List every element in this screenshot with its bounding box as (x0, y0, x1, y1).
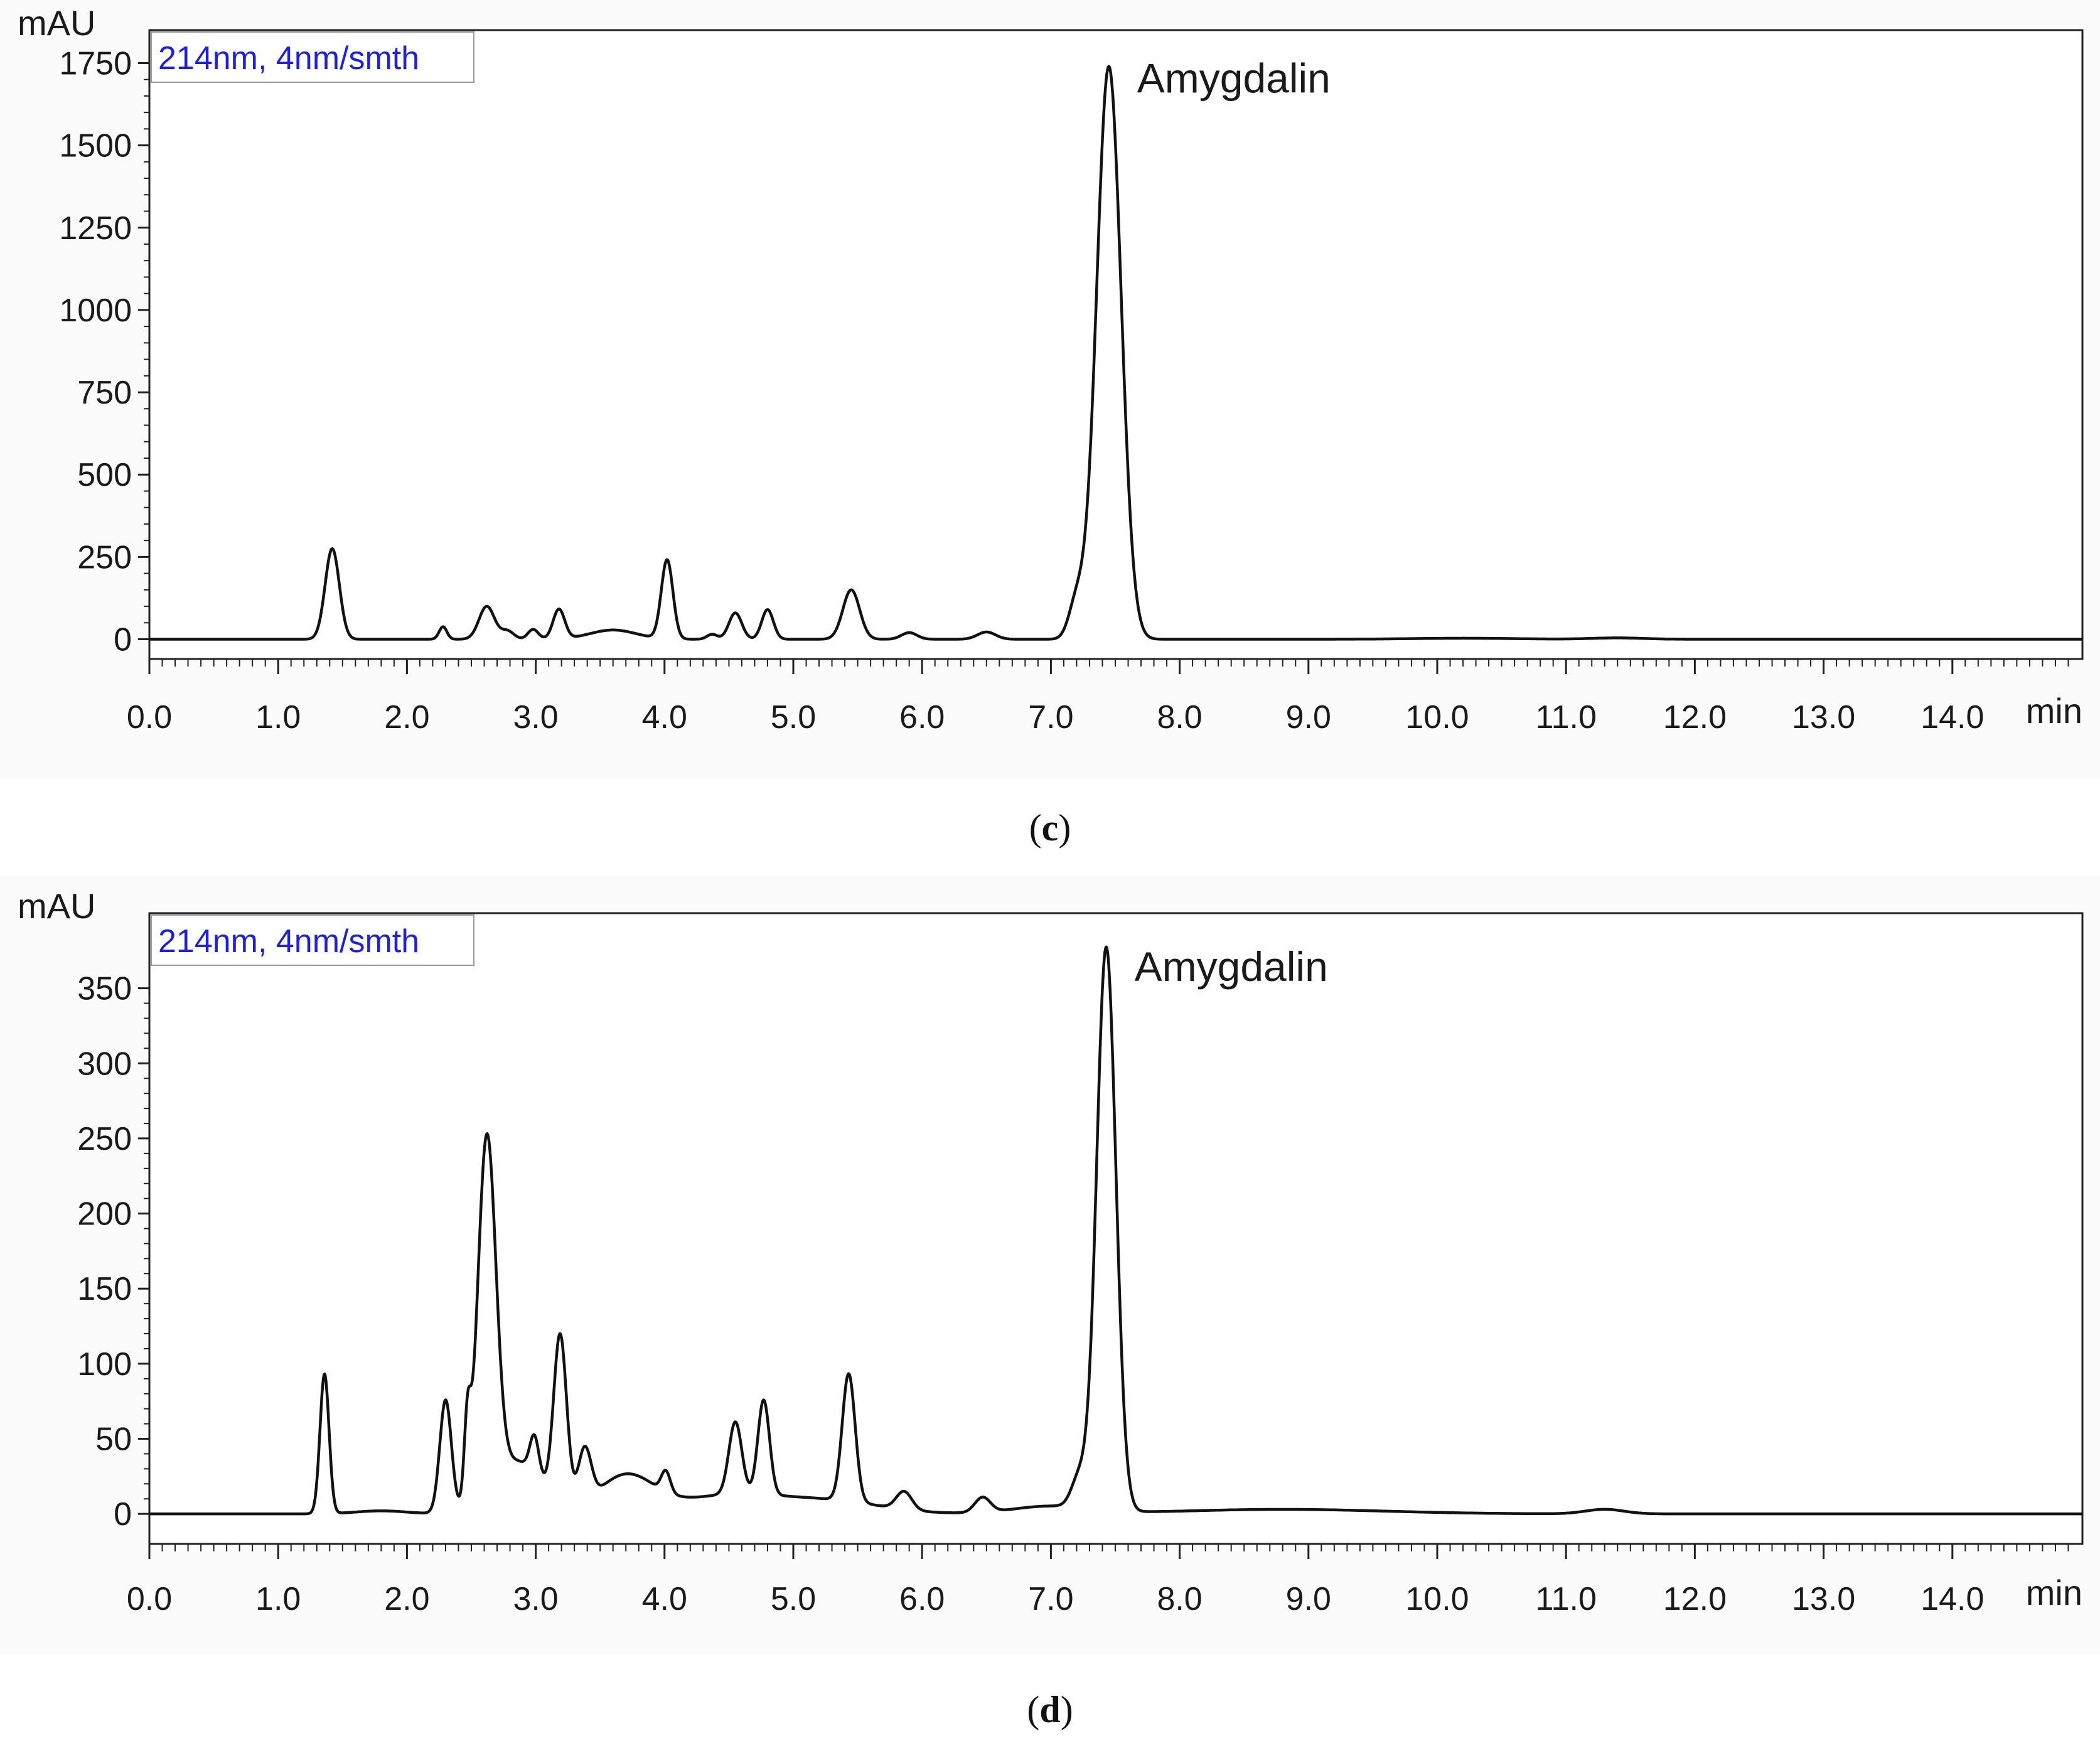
y-tick-label-c: 500 (77, 457, 132, 493)
y-tick-label-c: 0 (114, 622, 132, 658)
x-tick-label-c: 6.0 (899, 699, 945, 736)
x-tick-label-d: 14.0 (1921, 1581, 1984, 1617)
plot-frame-c (148, 29, 2084, 660)
info-box-c (151, 31, 474, 83)
x-tick-label-c: 11.0 (1536, 699, 1597, 736)
y-tick-label-c: 1250 (59, 210, 132, 247)
x-tick-label-d: 1.0 (255, 1581, 301, 1617)
y-tick-label-c: 750 (77, 375, 132, 411)
chromatogram-d: 0 50 100 150 200 250 300 350 mAU 0.0 1.0 2.0 3.0 4.0 5… (18, 886, 2084, 1617)
x-tick-label-d: 5.0 (771, 1581, 816, 1617)
x-tick-label-d: 10.0 (1405, 1581, 1469, 1617)
info-label-c: 214nm, 4nm/smth (158, 40, 419, 77)
x-tick-label-c: 1.0 (255, 699, 301, 736)
x-tick-label-c: 0.0 (127, 699, 172, 736)
peak-annotation-d: Amygdalin (1135, 943, 1328, 990)
x-tick-label-c: 9.0 (1286, 699, 1331, 736)
y-tick-label-c: 1000 (59, 292, 132, 329)
x-tick-label-d: 4.0 (642, 1581, 687, 1617)
y-tick-label-d: 250 (77, 1121, 132, 1157)
x-tick-label-c: 2.0 (384, 699, 429, 736)
x-tick-label-c: 7.0 (1028, 699, 1073, 736)
y-tick-label-c: 250 (77, 539, 132, 576)
info-label-d: 214nm, 4nm/smth (158, 923, 419, 960)
x-tick-label-d: 13.0 (1792, 1581, 1855, 1617)
x-tick-label-d: 12.0 (1663, 1581, 1727, 1617)
x-tick-label-d: 2.0 (384, 1581, 429, 1617)
x-tick-label-d: 0.0 (127, 1581, 172, 1617)
caption-d: (d) (1027, 1689, 1073, 1730)
y-tick-label-d: 100 (77, 1346, 132, 1383)
y-tick-label-d: 150 (77, 1271, 132, 1307)
x-tick-label-d: 11.0 (1536, 1581, 1597, 1617)
y-tick-label-c: 1500 (59, 128, 132, 164)
x-axis-label-c: min (2026, 691, 2082, 731)
y-tick-label-c: 1750 (59, 45, 132, 82)
x-tick-label-c: 13.0 (1792, 699, 1855, 736)
x-tick-label-d: 6.0 (899, 1581, 945, 1617)
x-tick-label-c: 4.0 (642, 699, 687, 736)
x-tick-label-c: 8.0 (1157, 699, 1202, 736)
x-tick-label-d: 7.0 (1028, 1581, 1073, 1617)
x-tick-label-c: 14.0 (1921, 699, 1984, 736)
trace-line-d (148, 945, 2084, 1516)
x-tick-label-d: 8.0 (1157, 1581, 1202, 1617)
caption-c-letter: c (1041, 807, 1059, 849)
caption-d-letter: d (1039, 1689, 1061, 1730)
x-tick-label-d: 9.0 (1286, 1581, 1331, 1617)
y-axis-label-c: mAU (18, 3, 95, 43)
y-tick-label-d: 200 (77, 1196, 132, 1233)
y-tick-label-d: 0 (114, 1496, 132, 1533)
x-tick-label-d: 3.0 (513, 1581, 558, 1617)
plot-frame-d (148, 912, 2084, 1545)
x-tick-label-c: 5.0 (771, 699, 816, 736)
x-axis-label-d: min (2026, 1573, 2082, 1612)
y-tick-label-d: 50 (95, 1422, 132, 1458)
y-tick-label-d: 350 (77, 971, 132, 1007)
x-tick-label-c: 12.0 (1663, 699, 1727, 736)
caption-c: (c) (1029, 807, 1071, 849)
trace-line-c (148, 65, 2084, 641)
peak-annotation-c: Amygdalin (1137, 55, 1331, 101)
x-tick-label-c: 3.0 (513, 699, 558, 736)
y-tick-label-d: 300 (77, 1046, 132, 1082)
info-box-d (151, 914, 474, 966)
y-axis-label-d: mAU (18, 886, 95, 926)
x-tick-label-c: 10.0 (1405, 699, 1469, 736)
